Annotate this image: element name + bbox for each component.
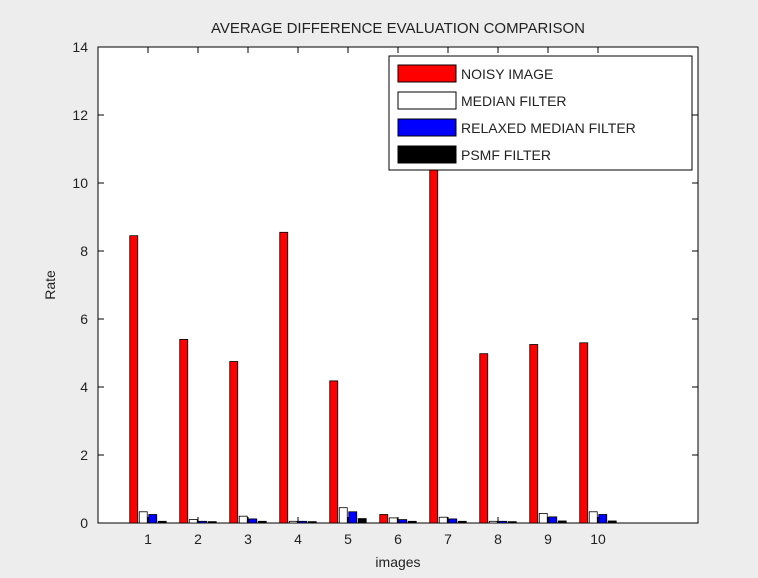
legend-label: MEDIAN FILTER xyxy=(461,93,567,109)
bar-relaxed-median-filter-9 xyxy=(548,516,558,524)
y-tick-label: 6 xyxy=(80,311,88,327)
bar-psmf-filter-5 xyxy=(357,518,367,524)
y-tick-label: 12 xyxy=(72,107,88,123)
bar-relaxed-median-filter-6 xyxy=(398,519,408,524)
bar-psmf-filter-9 xyxy=(557,520,567,524)
bars-group xyxy=(129,151,617,524)
x-tick-label: 2 xyxy=(194,531,202,547)
bar-median-filter-6 xyxy=(388,517,398,524)
y-tick-label: 10 xyxy=(72,175,88,191)
legend-swatch xyxy=(397,91,457,110)
x-tick-label: 1 xyxy=(144,531,152,547)
bar-relaxed-median-filter-5 xyxy=(348,511,358,524)
bar-noisy-image-6 xyxy=(379,514,389,524)
y-tick-label: 4 xyxy=(80,379,88,395)
bar-noisy-image-10 xyxy=(579,342,589,524)
bar-psmf-filter-2 xyxy=(207,521,217,524)
x-tick-label: 9 xyxy=(544,531,552,547)
bar-noisy-image-5 xyxy=(329,380,339,524)
x-tick-label: 10 xyxy=(590,531,606,547)
bar-median-filter-9 xyxy=(538,513,548,524)
legend-swatch xyxy=(397,145,457,164)
chart-title: AVERAGE DIFFERENCE EVALUATION COMPARISON xyxy=(211,20,585,37)
legend-swatch xyxy=(397,118,457,137)
x-axis: 1 2 3 4 5 6 7 8 9 10 xyxy=(144,47,606,547)
bar-relaxed-median-filter-8 xyxy=(498,520,508,524)
y-tick-label: 14 xyxy=(72,39,88,55)
bar-psmf-filter-1 xyxy=(157,520,167,524)
bar-relaxed-median-filter-3 xyxy=(248,518,258,524)
bar-psmf-filter-6 xyxy=(407,520,417,524)
bar-noisy-image-1 xyxy=(129,235,139,524)
y-axis: 0 2 4 6 8 10 12 14 xyxy=(72,39,698,531)
bar-psmf-filter-10 xyxy=(607,520,617,524)
legend-label: NOISY IMAGE xyxy=(461,66,553,82)
bar-noisy-image-7 xyxy=(429,151,439,524)
bar-relaxed-median-filter-2 xyxy=(198,520,208,524)
bar-median-filter-4 xyxy=(288,520,298,524)
legend-swatch xyxy=(397,64,457,83)
bar-psmf-filter-8 xyxy=(507,521,517,524)
x-tick-label: 6 xyxy=(394,531,402,547)
bar-relaxed-median-filter-1 xyxy=(148,514,158,524)
bar-noisy-image-4 xyxy=(279,231,289,524)
bar-noisy-image-3 xyxy=(229,361,239,524)
x-tick-label: 4 xyxy=(294,531,302,547)
bar-noisy-image-9 xyxy=(529,344,539,524)
bar-relaxed-median-filter-7 xyxy=(448,518,458,524)
x-tick-label: 5 xyxy=(344,531,352,547)
bar-median-filter-1 xyxy=(138,511,148,524)
y-axis-label: Rate xyxy=(42,270,58,300)
legend-label: PSMF FILTER xyxy=(461,147,551,163)
bar-relaxed-median-filter-10 xyxy=(598,514,608,524)
legend-label: RELAXED MEDIAN FILTER xyxy=(461,120,636,136)
bar-psmf-filter-7 xyxy=(457,520,467,524)
bar-median-filter-3 xyxy=(238,515,248,524)
x-tick-label: 8 xyxy=(494,531,502,547)
bar-noisy-image-2 xyxy=(179,338,189,524)
bar-median-filter-5 xyxy=(338,507,348,524)
x-tick-label: 3 xyxy=(244,531,252,547)
legend: NOISY IMAGE MEDIAN FILTER RELAXED MEDIAN F… xyxy=(388,55,693,171)
y-tick-label: 8 xyxy=(80,243,88,259)
y-tick-label: 0 xyxy=(80,515,88,531)
x-tick-label: 7 xyxy=(444,531,452,547)
bar-psmf-filter-3 xyxy=(257,520,267,524)
bar-median-filter-2 xyxy=(188,519,198,524)
bar-noisy-image-8 xyxy=(479,353,489,524)
bar-median-filter-10 xyxy=(588,511,598,524)
bar-median-filter-7 xyxy=(438,516,448,524)
x-axis-label: images xyxy=(375,554,420,570)
bar-median-filter-8 xyxy=(488,520,498,524)
bar-relaxed-median-filter-4 xyxy=(298,520,308,524)
y-tick-label: 2 xyxy=(80,447,88,463)
bar-psmf-filter-4 xyxy=(307,521,317,524)
